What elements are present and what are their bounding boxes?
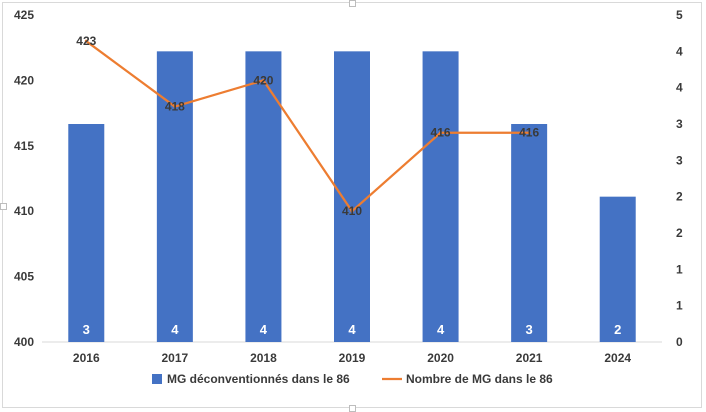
x-tick-label: 2019 (339, 351, 366, 365)
line-data-label: 418 (165, 100, 185, 114)
line-data-label: 416 (519, 126, 539, 140)
y-left-tick-label: 405 (14, 270, 34, 284)
line-data-label: 420 (253, 73, 273, 87)
y-right-tick-label: 1 (676, 262, 683, 276)
legend-label-bar: MG déconventionnés dans le 86 (167, 372, 350, 386)
line-point (439, 131, 443, 135)
line-point (527, 131, 531, 135)
y-left-tick-label: 415 (14, 139, 34, 153)
y-right-tick-label: 3 (676, 117, 683, 131)
legend: MG déconventionnés dans le 86 Nombre de M… (152, 372, 553, 386)
bar-data-label: 3 (83, 322, 90, 337)
bar-data-label: 4 (171, 322, 179, 337)
bar-series (68, 51, 636, 342)
y-right-tick-label: 3 (676, 153, 683, 167)
x-tick-label: 2024 (604, 351, 631, 365)
legend-swatch-bar (152, 374, 162, 384)
y-right-tick-label: 2 (676, 190, 683, 204)
y-right-tick-label: 0 (676, 335, 683, 349)
y-left-tick-label: 425 (14, 8, 34, 22)
y-right-tick-label: 5 (676, 8, 683, 22)
line-data-label: 423 (76, 34, 96, 48)
x-tick-label: 2017 (162, 351, 189, 365)
bar (245, 51, 282, 342)
y-right-tick-label: 1 (676, 299, 683, 313)
y-right-tick-label: 4 (676, 81, 683, 95)
x-tick-label: 2020 (427, 351, 454, 365)
bar-data-label: 3 (526, 322, 533, 337)
y-left-tick-label: 420 (14, 73, 34, 87)
bar (68, 124, 105, 342)
axes: 400 405 410 415 420 425 0 1 1 2 2 3 3 4 4 5 2016 2017 2018… (14, 8, 683, 365)
line-point (173, 105, 177, 109)
resize-handle-top[interactable] (349, 0, 356, 7)
data-labels: 3 4 4 4 4 3 2 423 418 420 410 416 416 (76, 34, 621, 337)
bar-data-label: 2 (614, 322, 621, 337)
line-series (84, 39, 531, 213)
resize-handle-left[interactable] (0, 203, 7, 210)
x-tick-label: 2016 (73, 351, 100, 365)
bar (599, 196, 636, 342)
line-point (261, 78, 265, 82)
y-left-tick-label: 400 (14, 335, 34, 349)
y-right-tick-label: 2 (676, 226, 683, 240)
y-right-tick-label: 4 (676, 44, 683, 58)
line-path (85, 40, 530, 213)
y-left-tick-label: 410 (14, 204, 34, 218)
line-data-label: 410 (342, 204, 362, 218)
x-tick-label: 2021 (516, 351, 543, 365)
bar (156, 51, 193, 342)
bar-data-label: 4 (348, 322, 356, 337)
bar-data-label: 4 (437, 322, 445, 337)
line-point (84, 39, 88, 43)
bar (511, 124, 548, 342)
line-data-label: 416 (431, 126, 451, 140)
x-tick-label: 2018 (250, 351, 277, 365)
bar (422, 51, 459, 342)
bar (334, 51, 370, 342)
legend-label-line: Nombre de MG dans le 86 (406, 372, 553, 386)
line-point (350, 209, 354, 213)
bar-data-label: 4 (260, 322, 268, 337)
